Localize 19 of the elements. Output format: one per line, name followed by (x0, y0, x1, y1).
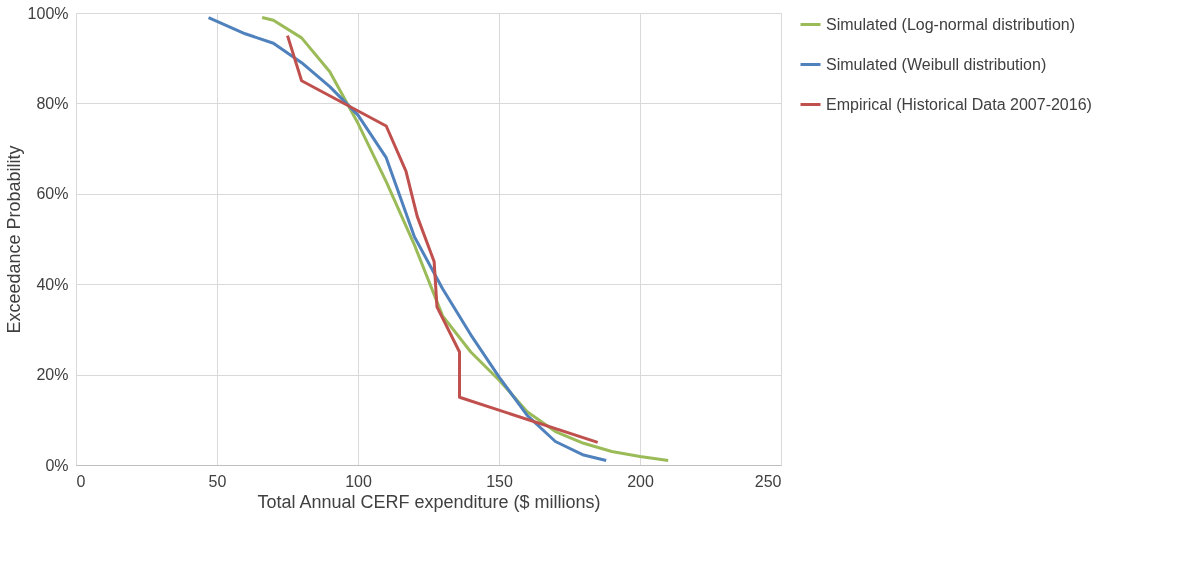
line-series (286, 34, 600, 444)
y-tick-label: 60% (36, 185, 69, 203)
x-tick-label: 50 (208, 472, 227, 490)
y-tick-label: 40% (36, 275, 69, 293)
x-tick-label: 0 (76, 472, 86, 490)
y-tick-label: 80% (36, 94, 69, 112)
legend-label: Empirical (Historical Data 2007-2016) (826, 95, 1092, 113)
y-tick-label: 20% (36, 366, 69, 384)
legend-label: Simulated (Log-normal distribution) (826, 15, 1075, 33)
x-tick-label: 250 (754, 472, 782, 490)
y-axis-title: Exceedance Probability (3, 145, 24, 334)
y-tick-label: 0% (45, 456, 69, 474)
x-axis-title: Total Annual CERF expenditure ($ millions) (257, 491, 601, 512)
x-tick-label: 200 (627, 472, 654, 490)
legend-label: Simulated (Weibull distribution) (826, 55, 1047, 73)
x-tick-label: 100 (345, 472, 372, 490)
x-tick-label: 150 (486, 472, 513, 490)
line-series (207, 16, 608, 462)
y-tick-label: 100% (27, 4, 69, 22)
